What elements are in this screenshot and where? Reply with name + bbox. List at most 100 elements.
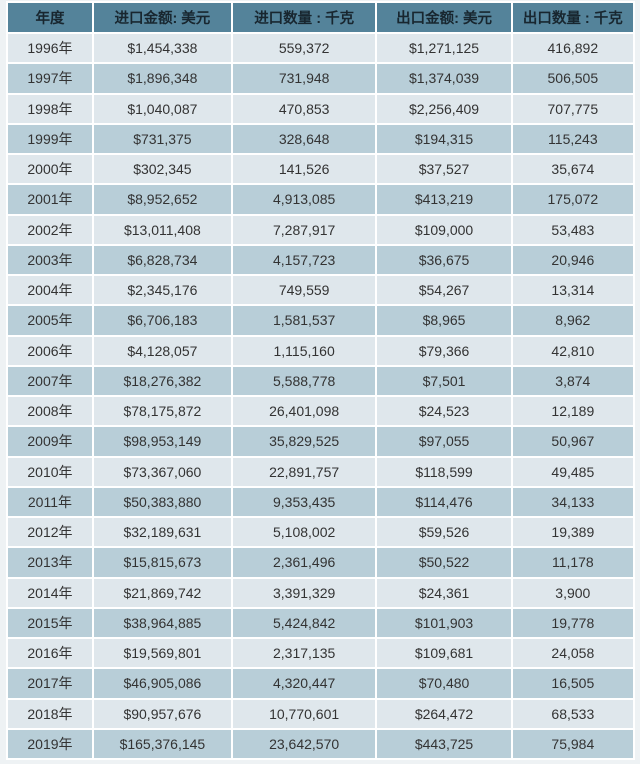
table-row: 2014年 $21,869,742 3,391,329 $24,361 3,900 — [8, 578, 633, 607]
value-cell: $24,361 — [377, 578, 511, 607]
value-cell: 26,401,098 — [232, 397, 376, 426]
value-cell: 42,810 — [512, 336, 633, 365]
table-row: 2011年 $50,383,880 9,353,435 $114,476 34,133 — [8, 487, 633, 516]
value-cell: 20,946 — [512, 245, 633, 274]
value-cell: $79,366 — [377, 336, 511, 365]
value-cell: 4,320,447 — [232, 669, 376, 698]
value-cell: $731,375 — [93, 124, 231, 153]
year-cell: 2009年 — [8, 427, 92, 456]
value-cell: $264,472 — [377, 699, 511, 728]
table-row: 1999年 $731,375 328,648 $194,315 115,243 — [8, 124, 633, 153]
value-cell: 5,424,842 — [232, 608, 376, 637]
table-row: 2017年 $46,905,086 4,320,447 $70,480 16,505 — [8, 669, 633, 698]
value-cell: $4,128,057 — [93, 336, 231, 365]
value-cell: 34,133 — [512, 487, 633, 516]
table-row: 2018年 $90,957,676 10,770,601 $264,472 68,533 — [8, 699, 633, 728]
value-cell: $73,367,060 — [93, 457, 231, 486]
value-cell: 4,157,723 — [232, 245, 376, 274]
value-cell: 68,533 — [512, 699, 633, 728]
year-cell: 2016年 — [8, 639, 92, 668]
value-cell: 559,372 — [232, 34, 376, 63]
value-cell: $1,454,338 — [93, 34, 231, 63]
year-cell: 2006年 — [8, 336, 92, 365]
column-header: 年度 — [8, 3, 92, 32]
table-row: 2005年 $6,706,183 1,581,537 $8,965 8,962 — [8, 306, 633, 335]
value-cell: $32,189,631 — [93, 518, 231, 547]
value-cell: $1,374,039 — [377, 64, 511, 93]
table-row: 2002年 $13,011,408 7,287,917 $109,000 53,483 — [8, 215, 633, 244]
value-cell: 8,962 — [512, 306, 633, 335]
value-cell: $1,271,125 — [377, 34, 511, 63]
value-cell: $101,903 — [377, 608, 511, 637]
year-cell: 2018年 — [8, 699, 92, 728]
value-cell: 75,984 — [512, 729, 633, 758]
value-cell: $7,501 — [377, 366, 511, 395]
value-cell: 12,189 — [512, 397, 633, 426]
value-cell: $109,681 — [377, 639, 511, 668]
value-cell: 50,967 — [512, 427, 633, 456]
value-cell: 2,361,496 — [232, 548, 376, 577]
table-row: 2010年 $73,367,060 22,891,757 $118,599 49,485 — [8, 457, 633, 486]
value-cell: $38,964,885 — [93, 608, 231, 637]
value-cell: $24,523 — [377, 397, 511, 426]
value-cell: 35,829,525 — [232, 427, 376, 456]
value-cell: $46,905,086 — [93, 669, 231, 698]
value-cell: 1,581,537 — [232, 306, 376, 335]
value-cell: $6,828,734 — [93, 245, 231, 274]
year-cell: 2007年 — [8, 366, 92, 395]
value-cell: 731,948 — [232, 64, 376, 93]
year-cell: 2017年 — [8, 669, 92, 698]
year-cell: 2012年 — [8, 518, 92, 547]
value-cell: 3,391,329 — [232, 578, 376, 607]
column-header: 进口金额: 美元 — [93, 3, 231, 32]
header-row: 年度 进口金额: 美元 进口数量 : 千克 出口金额: 美元 出口数量 : 千克 — [8, 3, 633, 32]
value-cell: $37,527 — [377, 155, 511, 184]
value-cell: 2,317,135 — [232, 639, 376, 668]
value-cell: 5,108,002 — [232, 518, 376, 547]
column-header: 出口金额: 美元 — [377, 3, 511, 32]
value-cell: $50,522 — [377, 548, 511, 577]
value-cell: $21,869,742 — [93, 578, 231, 607]
value-cell: $13,011,408 — [93, 215, 231, 244]
table-row: 2007年 $18,276,382 5,588,778 $7,501 3,874 — [8, 366, 633, 395]
value-cell: 13,314 — [512, 276, 633, 305]
value-cell: 19,778 — [512, 608, 633, 637]
value-cell: 7,287,917 — [232, 215, 376, 244]
value-cell: 115,243 — [512, 124, 633, 153]
value-cell: 24,058 — [512, 639, 633, 668]
value-cell: $1,896,348 — [93, 64, 231, 93]
table-row: 1997年 $1,896,348 731,948 $1,374,039 506,505 — [8, 64, 633, 93]
table-body: 1996年 $1,454,338 559,372 $1,271,125 416,892 1… — [8, 34, 633, 758]
value-cell: 49,485 — [512, 457, 633, 486]
table-row: 2000年 $302,345 141,526 $37,527 35,674 — [8, 155, 633, 184]
year-cell: 2002年 — [8, 215, 92, 244]
value-cell: 22,891,757 — [232, 457, 376, 486]
year-cell: 2011年 — [8, 487, 92, 516]
value-cell: 16,505 — [512, 669, 633, 698]
value-cell: $109,000 — [377, 215, 511, 244]
value-cell: 9,353,435 — [232, 487, 376, 516]
year-cell: 2008年 — [8, 397, 92, 426]
year-cell: 2013年 — [8, 548, 92, 577]
value-cell: 5,588,778 — [232, 366, 376, 395]
value-cell: $194,315 — [377, 124, 511, 153]
year-cell: 2015年 — [8, 608, 92, 637]
year-cell: 2019年 — [8, 729, 92, 758]
value-cell: $78,175,872 — [93, 397, 231, 426]
column-header: 进口数量 : 千克 — [232, 3, 376, 32]
year-cell: 1997年 — [8, 64, 92, 93]
value-cell: $443,725 — [377, 729, 511, 758]
year-cell: 1999年 — [8, 124, 92, 153]
year-cell: 2010年 — [8, 457, 92, 486]
value-cell: 3,874 — [512, 366, 633, 395]
year-cell: 1996年 — [8, 34, 92, 63]
year-cell: 2001年 — [8, 185, 92, 214]
table-row: 2013年 $15,815,673 2,361,496 $50,522 11,178 — [8, 548, 633, 577]
value-cell: 328,648 — [232, 124, 376, 153]
value-cell: $98,953,149 — [93, 427, 231, 456]
table-row: 2008年 $78,175,872 26,401,098 $24,523 12,189 — [8, 397, 633, 426]
table-row: 2001年 $8,952,652 4,913,085 $413,219 175,072 — [8, 185, 633, 214]
value-cell: 4,913,085 — [232, 185, 376, 214]
table-row: 1996年 $1,454,338 559,372 $1,271,125 416,892 — [8, 34, 633, 63]
